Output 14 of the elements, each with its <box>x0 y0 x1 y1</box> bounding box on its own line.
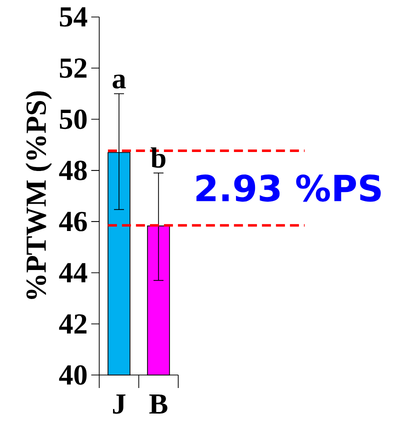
y-axis-title: %PTWM (%PS) <box>26 91 52 299</box>
y-tick-label: 50 <box>60 110 87 130</box>
annotation: b <box>150 147 166 168</box>
text: 2.93 %PS <box>196 174 381 202</box>
y-tick-label: 46 <box>59 212 87 232</box>
x-tick-label: J <box>113 394 126 414</box>
y-tick-label: 40 <box>59 365 87 385</box>
y-tick-label: 48 <box>59 160 87 180</box>
y-tick-label: 54 <box>60 7 88 27</box>
x-tick-label: B <box>149 394 168 414</box>
y-tick-label: 44 <box>59 263 88 282</box>
y-tick-label: 42 <box>59 314 86 334</box>
annotation: a <box>112 74 126 89</box>
y-tick-label: 52 <box>60 58 86 78</box>
